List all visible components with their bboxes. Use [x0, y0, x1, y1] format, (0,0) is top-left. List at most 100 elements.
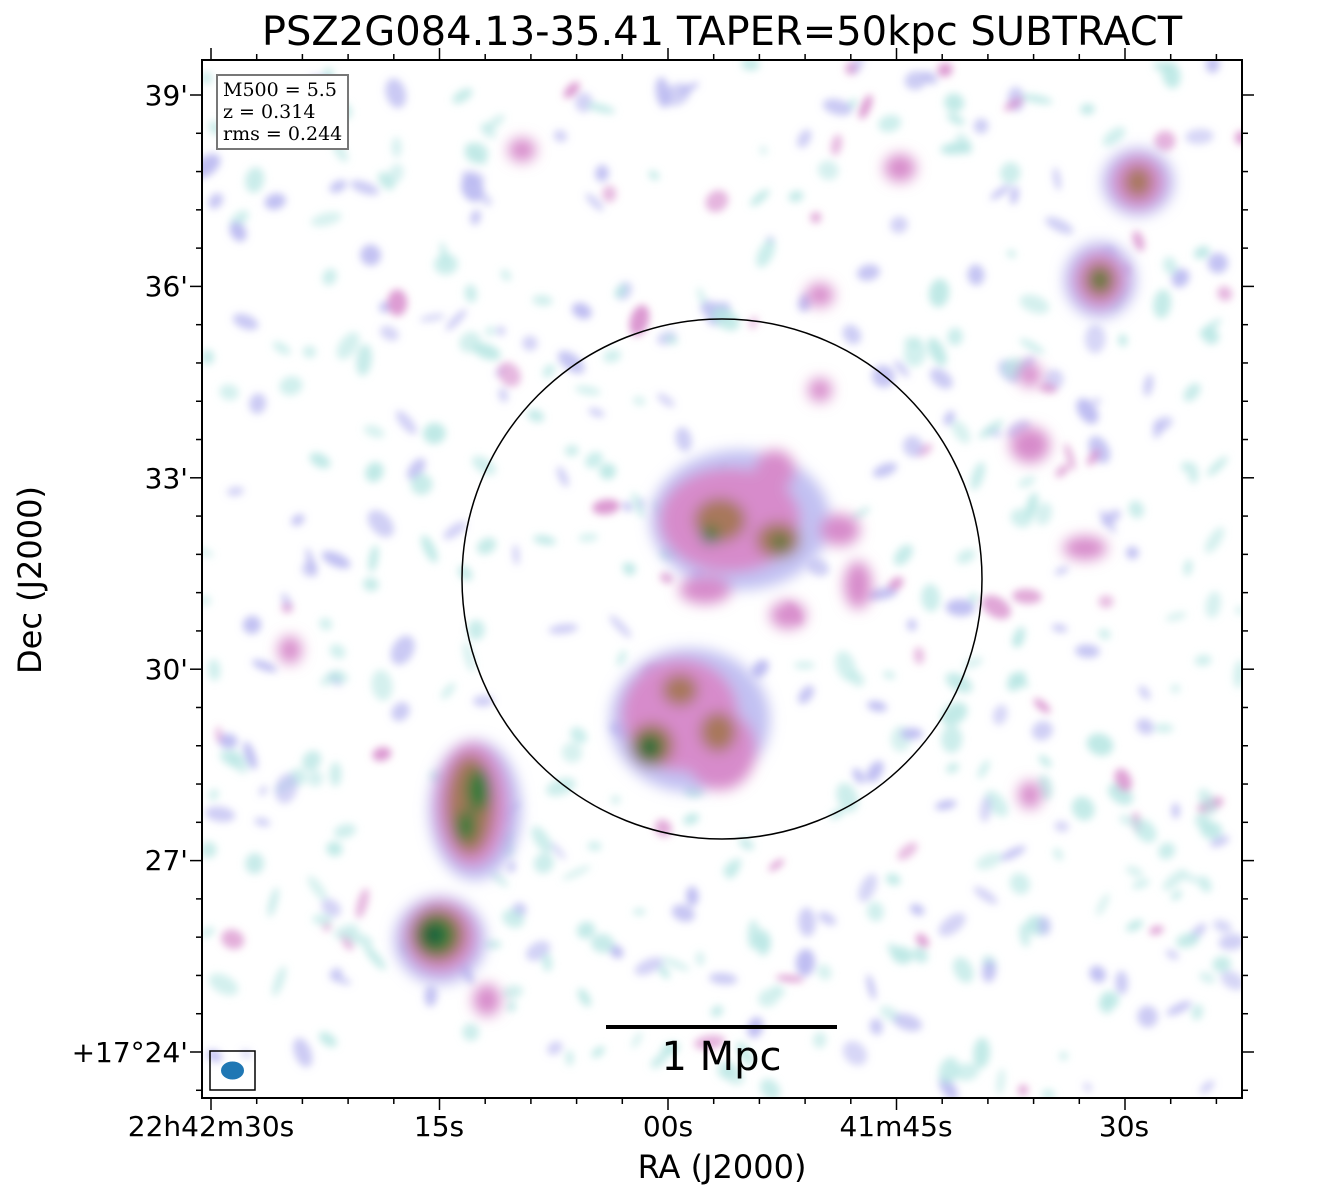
- noise-speckle: [333, 823, 357, 839]
- noise-speckle: [1053, 847, 1063, 861]
- noise-speckle: [441, 682, 456, 700]
- noise-speckle: [307, 875, 328, 901]
- noise-speckle: [797, 129, 812, 148]
- noise-speckle: [291, 514, 305, 526]
- noise-speckle: [788, 190, 804, 203]
- noise-speckle: [973, 886, 998, 905]
- noise-speckle: [1019, 338, 1045, 354]
- noise-speckle: [1052, 167, 1061, 191]
- noise-speckle: [464, 284, 477, 303]
- noise-speckle: [1102, 126, 1126, 147]
- noise-speckle: [1218, 933, 1242, 951]
- noise-speckle: [738, 837, 755, 851]
- noise-speckle: [497, 362, 521, 387]
- noise-speckle: [548, 623, 579, 634]
- noise-speckle: [575, 92, 593, 113]
- noise-speckle: [1204, 527, 1225, 554]
- noise-speckle: [542, 364, 556, 378]
- noise-speckle: [390, 635, 415, 665]
- noise-speckle: [996, 1068, 1005, 1096]
- noise-speckle: [561, 742, 583, 763]
- noise-speckle: [1198, 876, 1212, 893]
- source-bottom-left-bright: [394, 896, 501, 1016]
- noise-speckle: [1054, 820, 1070, 832]
- noise-speckle: [476, 537, 497, 555]
- noise-speckle: [464, 142, 489, 164]
- noise-speckle: [302, 345, 317, 358]
- noise-speckle: [424, 984, 438, 1007]
- noise-speckle: [953, 957, 974, 983]
- noise-speckle: [638, 498, 646, 509]
- noise-speckle: [471, 455, 496, 475]
- noise-speckle: [1170, 684, 1181, 693]
- noise-speckle: [590, 933, 615, 953]
- xtick-label: 30s: [1098, 1110, 1150, 1143]
- noise-speckle: [202, 547, 214, 557]
- noise-speckle: [1136, 718, 1155, 735]
- noise-speckle: [798, 907, 816, 937]
- noise-speckle: [661, 1042, 680, 1056]
- noise-speckle: [350, 180, 379, 195]
- noise-speckle: [1089, 965, 1106, 983]
- noise-speckle: [631, 491, 645, 518]
- noise-speckle: [708, 972, 738, 985]
- noise-speckle: [463, 641, 475, 673]
- noise-speckle: [1042, 1089, 1055, 1098]
- noise-speckle: [1038, 383, 1058, 394]
- ytick-label: +17°24': [71, 1036, 188, 1069]
- source-top-right: [1102, 148, 1174, 216]
- noise-speckle: [1083, 1082, 1092, 1092]
- info-z: z = 0.314: [223, 101, 316, 123]
- noise-speckle: [872, 462, 898, 478]
- noise-speckle: [1200, 821, 1223, 840]
- noise-speckle: [1018, 1084, 1028, 1096]
- noise-speckle: [686, 886, 699, 906]
- noise-speckle: [970, 461, 986, 491]
- noise-speckle: [866, 974, 876, 1001]
- noise-speckle: [609, 614, 632, 639]
- noise-speckle: [661, 957, 690, 971]
- noise-speckle: [587, 841, 602, 851]
- ytick-label: 39': [144, 79, 188, 112]
- noise-speckle: [318, 1031, 337, 1048]
- noise-speckle: [595, 164, 609, 182]
- noise-speckle: [461, 170, 485, 185]
- noise-speckle: [1183, 559, 1193, 576]
- noise-speckle: [1138, 685, 1151, 700]
- noise-speckle: [849, 506, 871, 521]
- noise-speckle: [866, 901, 884, 922]
- noise-speckle: [251, 659, 278, 673]
- noise-speckle: [609, 945, 624, 959]
- source-lower-left-elongated: [429, 740, 521, 880]
- noise-speckle: [956, 549, 976, 564]
- noise-speckle: [592, 499, 620, 515]
- noise-speckle: [1114, 768, 1132, 792]
- noise-speckle: [885, 873, 901, 886]
- noise-speckle: [947, 327, 963, 346]
- noise-speckle: [858, 94, 873, 120]
- noise-speckle: [459, 331, 481, 353]
- noise-speckle: [301, 560, 318, 577]
- noise-speckle: [887, 943, 898, 955]
- noise-speckle: [634, 957, 664, 976]
- noise-speckle: [452, 88, 473, 104]
- noise-speckle: [1205, 591, 1221, 619]
- noise-speckle: [533, 535, 557, 545]
- noise-speckle: [710, 1005, 724, 1017]
- noise-speckle: [818, 911, 837, 926]
- noise-speckle: [293, 1037, 313, 1068]
- noise-speckle: [946, 113, 965, 126]
- noise-speckle: [307, 770, 323, 787]
- axis-ticks: [190, 48, 1254, 1110]
- noise-speckle: [1132, 879, 1150, 889]
- noise-speckle: [894, 360, 910, 378]
- noise-speckle: [574, 385, 601, 396]
- noise-speckle: [1010, 186, 1019, 205]
- noise-speckle: [329, 644, 346, 659]
- xtick-label: 22h42m30s: [127, 1110, 295, 1143]
- noise-speckle: [736, 1041, 755, 1066]
- noise-speckle: [750, 189, 770, 207]
- noise-speckle: [633, 908, 646, 915]
- noise-speckle: [1152, 421, 1164, 439]
- noise-speckle: [602, 185, 617, 203]
